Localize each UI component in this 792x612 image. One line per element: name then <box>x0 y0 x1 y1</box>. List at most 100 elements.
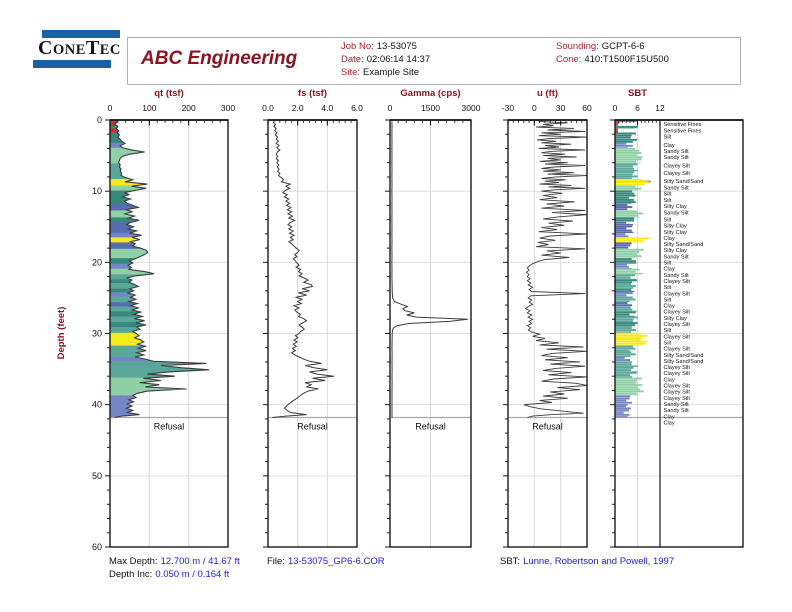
qt-refusal-label: Refusal <box>154 421 185 431</box>
sbt-layer-label: Clayey Silt <box>664 334 691 340</box>
sbt-layer-label: Clay <box>664 304 675 310</box>
depth-tick-label: 60 <box>92 542 102 552</box>
sbt-layer-label: Sandy Silt <box>664 254 690 260</box>
sbt-layer-label: Silty Sand/Sand <box>664 242 704 248</box>
sbt-layer-label: Clayey Silt <box>664 279 691 285</box>
u-tick-label: 60 <box>582 103 592 113</box>
depth-tick-label: 50 <box>92 471 102 481</box>
u-curve <box>523 120 588 418</box>
sbt-tick-label: 0 <box>613 103 618 113</box>
sbt-layer-label: Silt <box>664 285 672 291</box>
u-tick-label: 30 <box>556 103 566 113</box>
file-field: File: 13-53075_GP6-6.COR <box>267 556 385 567</box>
sbt-layer-label: Clayey Silt <box>664 396 691 402</box>
panel-fs: 0.0 2.0 4.0 6.0 fs (tsf) Refusal <box>262 88 363 548</box>
gamma-curve <box>391 121 468 418</box>
file-value: 13-53075_GP6-6.COR <box>287 556 385 567</box>
sbt-layer-label: Sandy Silt <box>664 155 690 161</box>
depth-axis: 0 10 20 30 40 50 60 Depth (feet) <box>56 115 102 552</box>
sbt-layer-label: Clayey Silt <box>664 171 691 177</box>
logo-bar-top <box>42 30 120 38</box>
u-axis-title: u (ft) <box>537 88 558 99</box>
sbt-layer-label: Silt <box>664 198 672 204</box>
date-value: 02:06:14 14:37 <box>366 54 431 65</box>
fs-curve <box>272 121 335 418</box>
sbt-layer-label: Silty Sand/Sand <box>664 179 704 185</box>
site-label: Site: <box>341 67 361 78</box>
sbt-layer-label: Sandy Silt <box>664 273 690 279</box>
sbt-layer-label: Silty Clay <box>664 230 688 236</box>
sbt-layer-label: Clayey Silt <box>664 347 691 353</box>
logo-text-part: T <box>85 37 100 59</box>
sbt-layer-label: Clay <box>664 377 675 383</box>
sbt-ref-label: SBT: <box>500 556 521 567</box>
sbt-layer-label: Clay <box>664 414 675 420</box>
sbt-layer-label: Silt <box>664 192 672 198</box>
qt-tick-label: 100 <box>142 103 156 113</box>
gamma-axis-title: Gamma (cps) <box>400 88 460 99</box>
sbt-layer-label: Silt <box>664 135 672 141</box>
file-label: File: <box>267 556 285 567</box>
sbt-layer-label: Clay <box>664 267 675 273</box>
qt-sbt-colored-fill <box>110 120 210 418</box>
sounding-value: GCPT-6-6 <box>601 41 645 52</box>
gamma-tick-label: 3000 <box>462 103 481 113</box>
fs-tick-label: 2.0 <box>292 103 304 113</box>
logo-text-part: ONE <box>52 42 86 58</box>
logo-text: CONETEC <box>33 38 125 60</box>
sbt-tick-label: 6 <box>635 103 640 113</box>
sbt-ref-field: SBT: Lunne, Robertson and Powell, 1997 <box>500 556 674 567</box>
logo-text-part: EC <box>99 42 121 58</box>
job-no-value: 13-53075 <box>376 41 417 52</box>
fs-axis-title: fs (tsf) <box>298 88 327 99</box>
panel-u: -30 0 30 60 u (ft) Refusal <box>502 88 592 548</box>
qt-curve <box>113 119 210 419</box>
sbt-layer-label: Clayey Silt <box>664 291 691 297</box>
sbt-layer-label: Sandy Silt <box>664 408 690 414</box>
job-no-field: Job No: 13-53075 <box>341 41 417 52</box>
cone-label: Cone: <box>556 54 582 65</box>
u-refusal-label: Refusal <box>532 421 563 431</box>
company-name: ABC Engineering <box>141 48 298 69</box>
sbt-layer-label: Silty Clay <box>664 204 688 210</box>
max-depth-field: Max Depth: 12.700 m / 41.67 ft <box>109 556 240 567</box>
sbt-layer-label: Clayey Silt <box>664 310 691 316</box>
fs-tick-label: 6.0 <box>351 103 363 113</box>
depth-axis-title: Depth (feet) <box>56 307 67 360</box>
gamma-tick-label: 0 <box>388 103 393 113</box>
depth-tick-label: 30 <box>92 329 102 339</box>
sbt-layer-label: Sandy Silt <box>664 185 690 191</box>
sbt-tick-label: 12 <box>655 103 665 113</box>
sbt-layer-label: Silt <box>664 328 672 334</box>
cone-field: Cone: 410:T1500F15U500 <box>556 54 669 65</box>
depth-tick-label: 20 <box>92 257 102 267</box>
u-tick-label: -30 <box>502 103 515 113</box>
sbt-layer-label: Clayey Silt <box>664 384 691 390</box>
sbt-layer-label: Clayey Silt <box>664 365 691 371</box>
sounding-label: Sounding: <box>556 41 599 52</box>
sbt-ref-value: Lunne, Robertson and Powell, 1997 <box>523 556 675 567</box>
depth-tick-label: 0 <box>97 115 102 125</box>
sbt-layer-label: Silt <box>664 340 672 346</box>
max-depth-label: Max Depth: <box>109 556 158 567</box>
sbt-layer-label: Silty Sand/Sand <box>664 359 704 365</box>
site-field: Site: Example Site <box>341 67 419 78</box>
sbt-layer-label: Silty Sand/Sand <box>664 353 704 359</box>
max-depth-value: 12.700 m / 41.67 ft <box>160 556 240 567</box>
logo-text-part: C <box>38 37 53 59</box>
gamma-refusal-label: Refusal <box>415 421 446 431</box>
sbt-layer-label: Sandy Silt <box>664 210 690 216</box>
sbt-layer-label: Silt <box>664 261 672 267</box>
date-label: Date: <box>341 54 364 65</box>
qt-axis-title: qt (tsf) <box>154 88 184 99</box>
sbt-layer-label: Clay <box>664 420 675 426</box>
sbt-layer-label: Clayey Silt <box>664 163 691 169</box>
sbt-axis-title: SBT <box>628 88 647 99</box>
sbt-layer-label: Clayey Silt <box>664 371 691 377</box>
sbt-layer-label: Silt <box>664 297 672 303</box>
sbt-layer-label: Clayey Silt <box>664 390 691 396</box>
